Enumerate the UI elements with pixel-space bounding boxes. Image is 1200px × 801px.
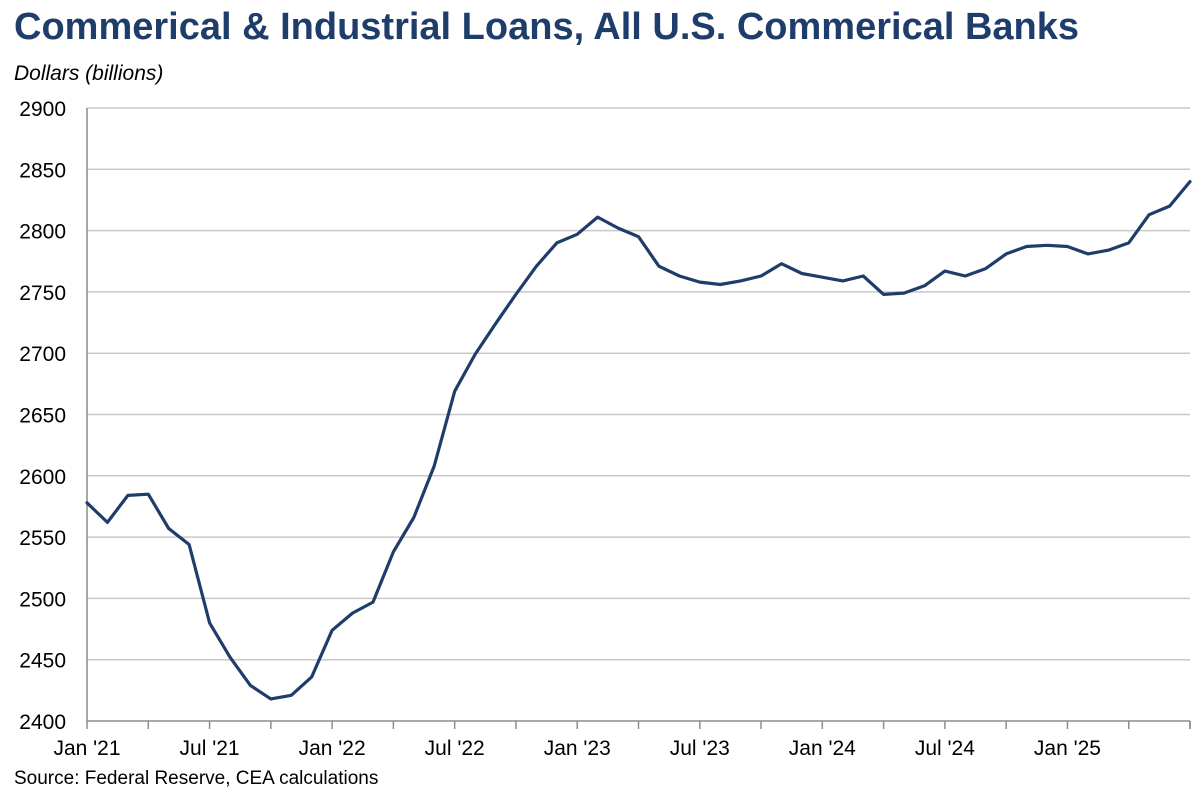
- y-tick-label: 2700: [19, 343, 66, 366]
- x-tick-label: Jan '22: [299, 737, 366, 760]
- y-tick-label: 2850: [19, 159, 66, 182]
- x-tick-label: Jan '24: [789, 737, 856, 760]
- y-tick-label: 2800: [19, 221, 66, 244]
- chart-title: Commerical & Industrial Loans, All U.S. …: [14, 6, 1080, 48]
- y-tick-label: 2750: [19, 282, 66, 305]
- source-note: Source: Federal Reserve, CEA calculation…: [14, 768, 379, 789]
- x-tick-label: Jul '24: [915, 737, 975, 760]
- x-tick-label: Jul '21: [180, 737, 240, 760]
- x-tick-label: Jan '23: [544, 737, 611, 760]
- x-axis: [86, 108, 1191, 729]
- y-tick-label: 2550: [19, 527, 66, 550]
- y-tick-label: 2600: [19, 466, 66, 489]
- x-tick-labels: Jan '21 Jul '21 Jan '22 Jul '22 Jan '23 Jul '…: [53, 737, 1101, 760]
- y-tick-label: 2650: [19, 405, 66, 428]
- y-tick-labels: 2400 2450 2500 2550 2600 2650 2700 2750 2800 2850…: [19, 98, 66, 734]
- y-tick-label: 2900: [19, 98, 66, 121]
- x-tick-label: Jan '21: [53, 737, 120, 760]
- series-group: [85, 180, 1192, 701]
- x-tick-label: Jan '25: [1034, 737, 1101, 760]
- y-tick-label: 2450: [19, 650, 66, 673]
- series-line: [85, 180, 1192, 701]
- y-axis-label: Dollars (billions): [14, 62, 164, 85]
- x-tick-label: Jul '22: [425, 737, 485, 760]
- x-tick-label: Jul '23: [670, 737, 730, 760]
- y-tick-label: 2400: [19, 711, 66, 734]
- y-tick-label: 2500: [19, 588, 66, 611]
- gridlines: [87, 107, 1190, 661]
